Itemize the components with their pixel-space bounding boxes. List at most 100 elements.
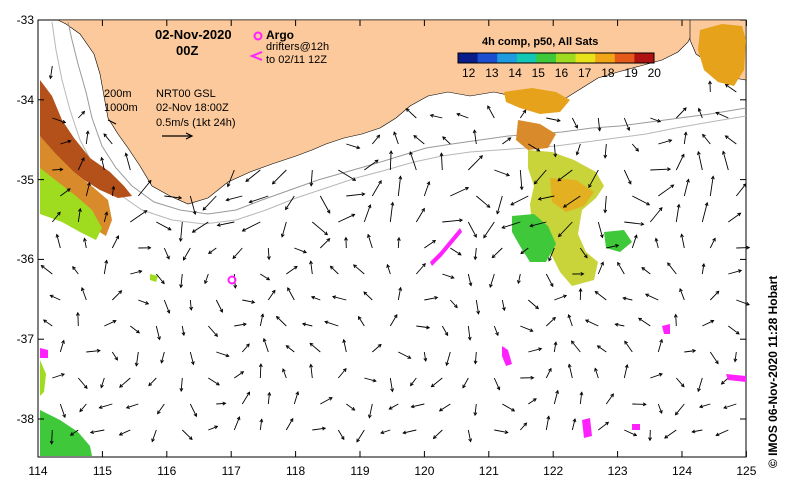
- current-vector: [234, 323, 247, 327]
- current-vector-head: [260, 313, 265, 318]
- longitude-label: 114: [28, 464, 48, 478]
- current-vector-head: [680, 383, 685, 388]
- current-vector: [735, 183, 747, 197]
- current-vector-head: [72, 265, 76, 270]
- current-vector-head: [562, 204, 567, 208]
- current-vector: [189, 403, 197, 417]
- current-vector-head: [103, 133, 108, 138]
- current-vector-head: [378, 179, 382, 185]
- current-vector: [380, 429, 391, 434]
- current-vector: [125, 153, 131, 171]
- current-vector-head: [207, 250, 212, 255]
- current-vector: [302, 323, 313, 327]
- current-vector: [528, 398, 537, 405]
- current-vector: [242, 221, 261, 232]
- current-vector: [232, 247, 243, 259]
- current-vector: [450, 247, 462, 256]
- current-vector-head: [421, 207, 425, 212]
- current-vector-head: [222, 401, 227, 406]
- current-vector: [180, 377, 183, 392]
- argo-legend-label: Argo: [266, 28, 294, 42]
- current-vector: [50, 294, 61, 301]
- current-vector: [553, 390, 559, 405]
- current-vector: [411, 403, 425, 408]
- colorbar-tick-label: 16: [554, 66, 569, 80]
- current-vector-head: [610, 393, 614, 398]
- current-vector: [403, 429, 417, 434]
- current-vector-head: [423, 357, 428, 362]
- current-vector: [126, 403, 139, 409]
- current-vector: [606, 244, 619, 249]
- current-vector: [77, 377, 88, 389]
- current-vector: [442, 273, 454, 279]
- current-vector-head: [737, 212, 742, 217]
- current-vector: [475, 299, 479, 314]
- current-vector: [728, 325, 740, 335]
- current-vector: [441, 325, 449, 336]
- current-vector-head: [459, 218, 464, 223]
- current-vector: [79, 403, 87, 412]
- product-label: NRT00 GSL: [156, 88, 216, 100]
- current-vector: [372, 344, 382, 353]
- current-vector: [597, 262, 604, 275]
- current-vector: [517, 273, 521, 284]
- current-vector-head: [145, 301, 150, 305]
- current-vector: [156, 221, 172, 231]
- current-vector-head: [66, 188, 71, 192]
- current-vector-head: [398, 286, 403, 291]
- current-vector-head: [215, 381, 220, 386]
- current-vector: [558, 221, 573, 237]
- current-vector-head: [179, 387, 184, 393]
- current-vector: [683, 132, 687, 145]
- current-vector-head: [588, 184, 592, 189]
- current-vector-head: [191, 229, 196, 233]
- current-vector-head: [271, 289, 276, 294]
- current-vector-head: [622, 296, 627, 301]
- current-vector: [728, 269, 742, 275]
- current-vector: [568, 364, 573, 379]
- current-vector: [467, 155, 483, 171]
- current-vector-head: [537, 196, 542, 201]
- current-vector: [311, 296, 321, 301]
- current-vector: [312, 221, 328, 236]
- current-vector-head: [450, 275, 455, 279]
- drifter-track: [632, 424, 640, 430]
- current-vector-head: [594, 290, 599, 295]
- current-vector-head: [344, 236, 348, 241]
- current-vector: [675, 377, 685, 387]
- current-vector: [493, 325, 499, 336]
- current-vector: [226, 195, 243, 201]
- current-vector-head: [160, 280, 165, 285]
- argo-legend-icon: [253, 31, 263, 41]
- current-vector: [103, 260, 108, 275]
- current-vector-head: [429, 113, 434, 118]
- current-vector: [528, 299, 539, 309]
- current-vector: [675, 154, 685, 171]
- current-vector: [103, 212, 108, 223]
- current-vector: [148, 377, 157, 386]
- current-vector-head: [575, 151, 580, 156]
- current-vector: [241, 391, 250, 405]
- current-vector: [645, 293, 659, 301]
- current-vector: [151, 429, 157, 442]
- current-vector: [389, 314, 398, 327]
- current-vector: [585, 319, 599, 327]
- current-vector: [649, 207, 663, 223]
- current-vector-head: [472, 129, 477, 134]
- current-vector-head: [529, 328, 534, 332]
- current-vector-head: [670, 184, 675, 189]
- current-vector: [90, 429, 105, 434]
- longitude-label: 116: [157, 464, 177, 478]
- current-vector: [215, 299, 223, 313]
- current-vector-head: [246, 343, 250, 348]
- current-vector-head: [331, 295, 337, 300]
- current-vector: [208, 377, 220, 386]
- current-vector: [501, 221, 521, 229]
- credit-text: © IMOS 06-Nov-2020 11:28 Hobart: [766, 275, 780, 468]
- current-vector: [424, 296, 438, 301]
- current-vector: [658, 139, 672, 145]
- current-vector: [493, 377, 500, 390]
- current-vector: [111, 186, 115, 197]
- colorbar-swatch: [477, 53, 498, 63]
